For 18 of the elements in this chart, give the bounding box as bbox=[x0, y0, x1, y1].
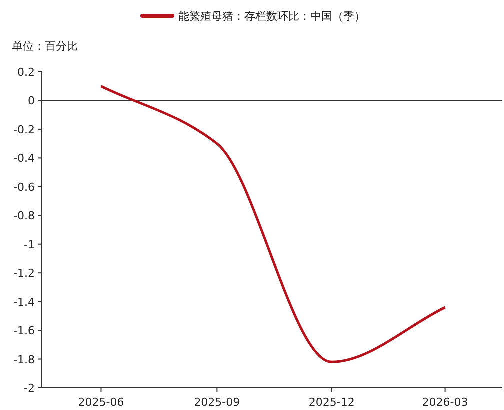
y-tick-label: -0.8 bbox=[14, 210, 35, 223]
y-tick-label: -0.2 bbox=[14, 123, 35, 136]
y-tick-label: -0.4 bbox=[14, 152, 35, 166]
x-tick-label: 2025-06 bbox=[78, 396, 124, 409]
y-tick-label: -1.6 bbox=[14, 324, 35, 338]
y-tick-label: -0.6 bbox=[14, 180, 35, 194]
y-tick-label: -1 bbox=[24, 238, 35, 252]
y-tick-label: -1.4 bbox=[14, 296, 35, 309]
y-tick-label: 0.2 bbox=[18, 66, 35, 79]
y-tick-label: -2 bbox=[24, 382, 35, 395]
y-tick-label: -1.2 bbox=[14, 267, 35, 280]
legend-label: 能繁殖母猪：存栏数环比：中国（季） bbox=[178, 10, 366, 23]
x-tick-label: 2025-12 bbox=[308, 396, 355, 409]
x-tick-label: 2025-09 bbox=[194, 396, 240, 409]
y-axis-title: 单位：百分比 bbox=[12, 40, 78, 53]
y-tick-label: 0 bbox=[28, 94, 35, 108]
y-tick-label: -1.8 bbox=[14, 353, 35, 366]
x-tick-label: 2026-03 bbox=[422, 396, 468, 409]
